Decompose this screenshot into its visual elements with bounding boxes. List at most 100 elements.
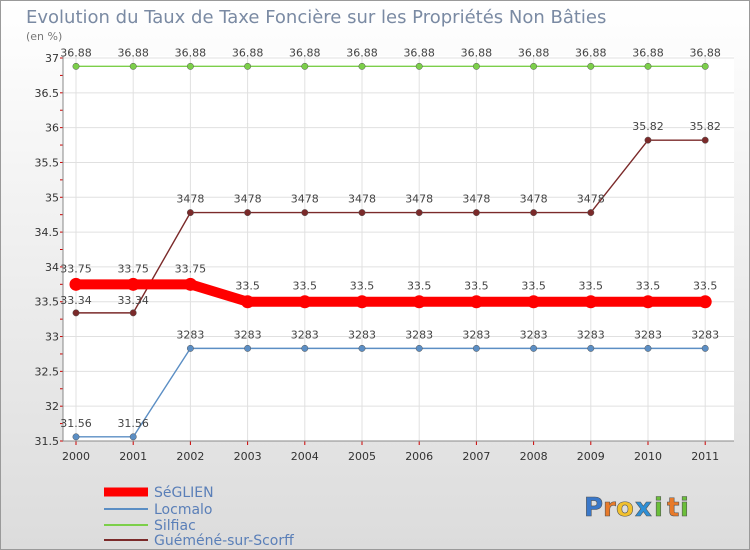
data-label: 33.5 (235, 280, 260, 293)
logo-letter: x (635, 493, 652, 523)
data-point (183, 277, 197, 291)
data-point (129, 62, 137, 70)
data-point (301, 62, 309, 70)
data-label: 3283 (691, 328, 719, 341)
data-label: 33.5 (350, 280, 375, 293)
y-tick-label: 34.5 (35, 226, 60, 239)
y-tick-label: 32.5 (35, 365, 60, 378)
y-tick-label: 34 (45, 261, 59, 274)
data-point (587, 344, 595, 352)
data-point (69, 277, 83, 291)
data-point (244, 344, 252, 352)
data-point (415, 344, 423, 352)
data-point (72, 62, 80, 70)
data-point (530, 344, 538, 352)
plot-area (63, 56, 734, 441)
data-point (701, 344, 709, 352)
data-point (644, 62, 652, 70)
data-point (358, 62, 366, 70)
data-label: 36.88 (461, 46, 493, 59)
y-tick-label: 33 (45, 331, 59, 344)
series-line-3 (75, 139, 706, 314)
data-label: 35.82 (689, 120, 721, 133)
logo-letter: r (603, 493, 616, 523)
y-axis-unit: (en %) (26, 30, 62, 43)
y-tick-label: 37 (45, 52, 59, 65)
data-label: 3478 (234, 193, 262, 206)
logo-letter: t (667, 493, 679, 523)
data-label: 3478 (348, 193, 376, 206)
data-point (301, 209, 309, 217)
data-point (241, 295, 255, 309)
x-tick-label: 2005 (348, 450, 376, 463)
data-labels: 33.75 33.75 33.75 33.5 33.5 33.5 33.5 33.5 33.5 3… (60, 46, 721, 429)
data-label: 35.82 (632, 120, 664, 133)
data-label: 36.88 (289, 46, 321, 59)
y-tick-label: 36.5 (35, 87, 60, 100)
data-point (587, 209, 595, 217)
data-label: 3478 (577, 193, 605, 206)
data-point (355, 295, 369, 309)
data-point (72, 433, 80, 441)
data-label: 3283 (405, 328, 433, 341)
data-label: 36.88 (346, 46, 378, 59)
x-tick-label: 2000 (62, 450, 90, 463)
data-label: 3283 (577, 328, 605, 341)
data-point (244, 62, 252, 70)
data-label: 33.5 (464, 280, 489, 293)
data-point (126, 277, 140, 291)
x-tick-label: 2002 (176, 450, 204, 463)
data-label: 3283 (234, 328, 262, 341)
data-label: 3283 (348, 328, 376, 341)
x-tick-label: 2008 (520, 450, 548, 463)
data-point (530, 62, 538, 70)
data-label: 33.5 (579, 280, 604, 293)
data-point (472, 209, 480, 217)
y-tick-label: 36 (45, 122, 59, 135)
logo-letter: i (680, 493, 689, 523)
y-tick-label: 31.5 (35, 435, 60, 448)
data-label: 31.56 (117, 417, 149, 430)
data-label: 33.75 (117, 262, 149, 275)
data-label: 33.75 (60, 262, 92, 275)
data-point (644, 136, 652, 144)
y-tick-label: 35 (45, 191, 59, 204)
data-point (186, 209, 194, 217)
data-label: 3478 (462, 193, 490, 206)
data-label: 36.88 (117, 46, 149, 59)
legend-entry: Guéméné-sur-Scorff (154, 533, 294, 549)
data-label: 3478 (520, 193, 548, 206)
data-label: 36.88 (60, 46, 92, 59)
data-point (530, 209, 538, 217)
logo-letter: P (584, 493, 603, 523)
data-label: 36.88 (403, 46, 435, 59)
logo-letter: o (616, 493, 634, 523)
y-tick-label: 35.5 (35, 156, 60, 169)
data-label: 3478 (291, 193, 319, 206)
data-label: 33.5 (636, 280, 661, 293)
data-label: 33.34 (117, 294, 149, 307)
y-tick-label: 32 (45, 400, 59, 413)
data-label: 36.88 (632, 46, 664, 59)
x-tick-label: 2001 (119, 450, 147, 463)
data-label: 33.5 (693, 280, 718, 293)
data-label: 3283 (291, 328, 319, 341)
data-point (415, 62, 423, 70)
logo-letter: i (654, 493, 663, 523)
data-label: 36.88 (175, 46, 207, 59)
x-tick-label: 2004 (291, 450, 319, 463)
data-point (412, 295, 426, 309)
grid (63, 56, 734, 442)
data-point (72, 309, 80, 317)
legend-entry: Silfiac (154, 518, 196, 534)
series-line-0 (71, 279, 711, 307)
data-label: 33.5 (293, 280, 318, 293)
data-label: 31.56 (60, 417, 92, 430)
data-point (641, 295, 655, 309)
y-tick-label: 33.5 (35, 296, 60, 309)
x-tick-label: 2010 (634, 450, 662, 463)
data-point (584, 295, 598, 309)
